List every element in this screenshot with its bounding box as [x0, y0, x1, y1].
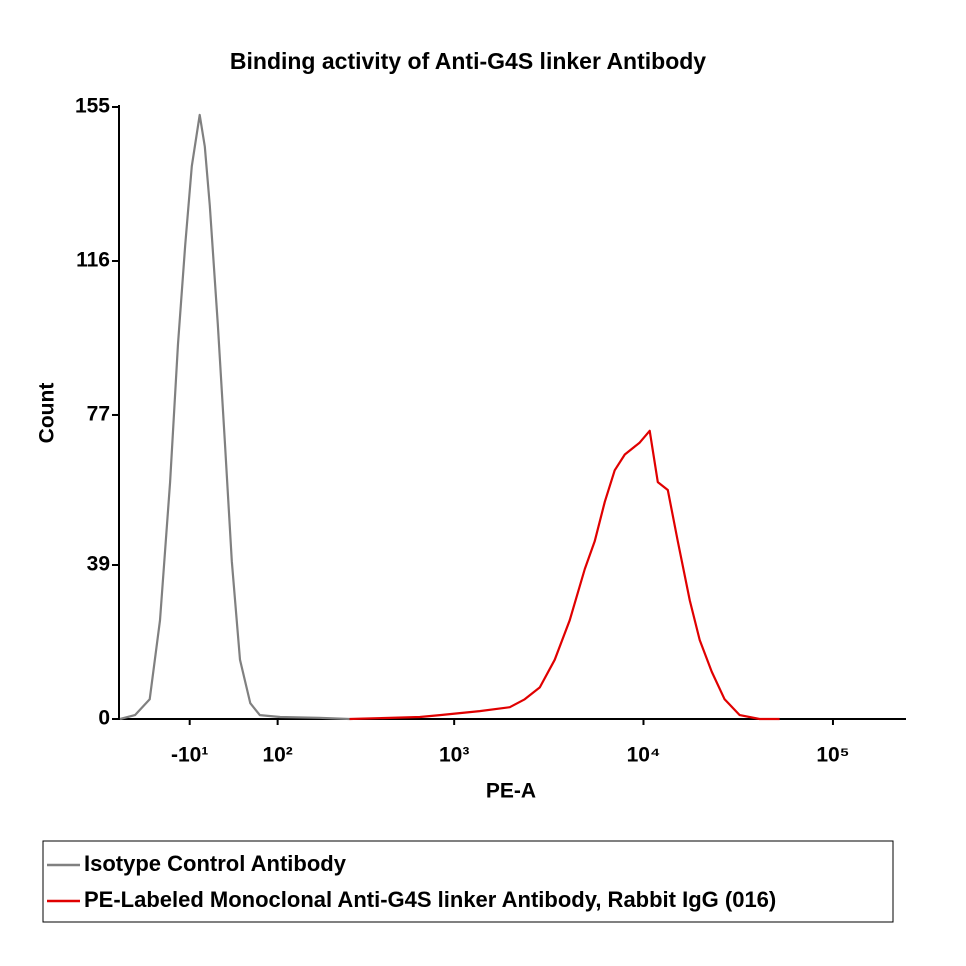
- y-tick-label: 0: [98, 707, 110, 730]
- legend-label: Isotype Control Antibody: [84, 851, 347, 876]
- x-axis-label: PE-A: [486, 780, 536, 803]
- y-tick-label: 39: [87, 553, 110, 576]
- x-tick-label: 10⁴: [627, 744, 661, 767]
- y-tick-label: 155: [75, 95, 110, 118]
- x-tick-label: 10³: [439, 744, 469, 767]
- histogram-line: [119, 113, 350, 721]
- chart-title: Binding activity of Anti-G4S linker Anti…: [230, 48, 706, 74]
- histogram-line: [349, 429, 780, 721]
- x-tick-label: 10⁵: [816, 744, 849, 767]
- y-tick-label: 116: [76, 249, 110, 272]
- x-tick-label: -10¹: [171, 744, 208, 767]
- legend-box: [42, 840, 894, 923]
- y-tick-label: 77: [87, 403, 110, 426]
- legend-label: PE-Labeled Monoclonal Anti-G4S linker An…: [84, 887, 776, 912]
- x-tick-label: 10²: [262, 744, 292, 767]
- y-axis-label: Count: [36, 383, 59, 444]
